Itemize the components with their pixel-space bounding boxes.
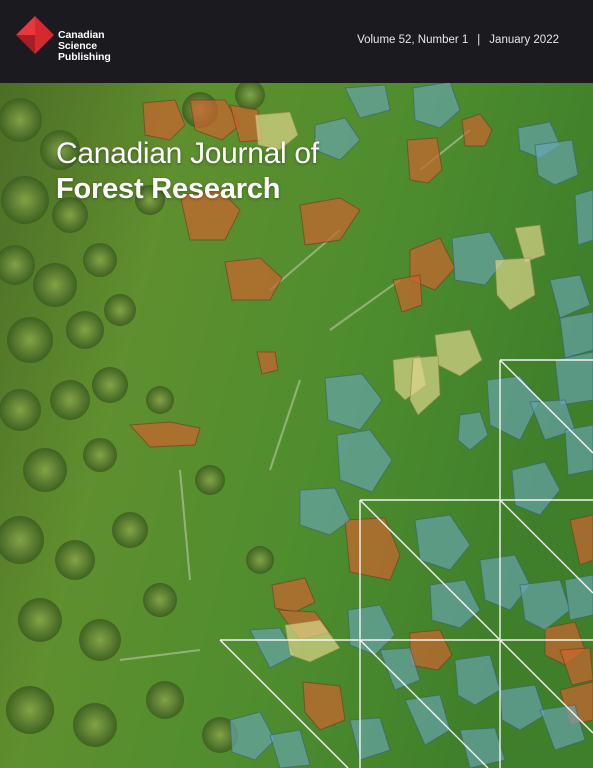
journal-title-line2: Forest Research bbox=[56, 173, 281, 205]
publisher-name-line3: Publishing bbox=[58, 51, 111, 63]
issue-info: Volume 52, Number 1 | January 2022 bbox=[357, 34, 559, 46]
crowns-blue bbox=[229, 81, 593, 768]
publisher-name-line2: Science bbox=[58, 40, 97, 52]
cover-header: Canadian Science Publishing Volume 52, N… bbox=[0, 0, 593, 83]
publisher-logo: Canadian Science Publishing bbox=[16, 16, 116, 68]
journal-title-line1: Canadian Journal of bbox=[56, 137, 319, 170]
triangular-grid bbox=[219, 359, 593, 768]
journal-title: Canadian Journal of Forest Research bbox=[56, 137, 319, 207]
publisher-name: Canadian Science Publishing bbox=[58, 30, 111, 63]
issue-date: January 2022 bbox=[489, 34, 559, 46]
publisher-name-line1: Canadian bbox=[58, 29, 105, 41]
forest-aerial-illustration bbox=[0, 80, 593, 768]
crowns-yellow bbox=[254, 111, 546, 663]
cover-image bbox=[0, 80, 593, 768]
issue-separator: | bbox=[477, 34, 481, 46]
issue-volume: Volume 52, Number 1 bbox=[357, 34, 469, 46]
csp-logo-icon bbox=[16, 16, 54, 54]
